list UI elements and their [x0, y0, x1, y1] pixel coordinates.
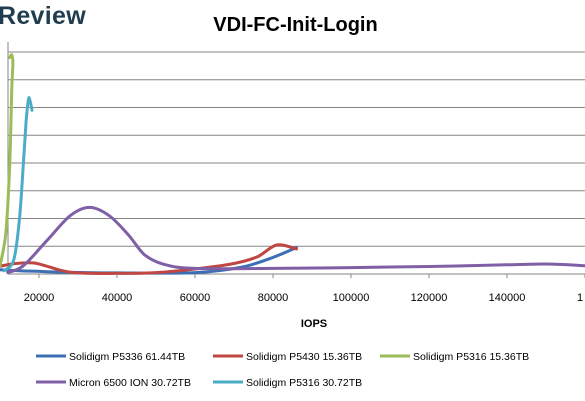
gridlines	[8, 51, 585, 247]
x-tick-labels: 20000 40000 60000 80000 100000 120000 140000 1	[24, 274, 585, 304]
chart-title: VDI-FC-Init-Login	[213, 14, 378, 36]
legend-entry: Solidigm P5316 15.36TB	[413, 351, 529, 363]
x-tick-label: 20000	[24, 292, 55, 304]
legend-entry: Solidigm P5336 61.44TB	[69, 351, 185, 363]
axes	[7, 42, 585, 275]
legend-entry: Solidigm P5430 15.36TB	[246, 351, 362, 363]
x-axis-label: IOPS	[301, 318, 327, 330]
x-tick-label: 120000	[411, 292, 448, 304]
x-tick-label: 40000	[102, 292, 133, 304]
series-lines	[0, 53, 585, 275]
brand-logo-text: Review	[0, 2, 86, 30]
legend: Solidigm P5336 61.44TB Solidigm P5430 15.…	[36, 351, 529, 389]
x-tick-label: 60000	[180, 292, 211, 304]
x-tick-label: 1	[577, 292, 583, 304]
x-tick-label: 140000	[489, 292, 526, 304]
x-tick-label: 80000	[258, 292, 289, 304]
series-line-3	[0, 53, 15, 268]
legend-entry: Micron 6500 ION 30.72TB	[69, 377, 191, 389]
series-line-2	[0, 243, 298, 275]
x-tick-label: 100000	[333, 292, 370, 304]
series-line-4	[6, 205, 585, 275]
series-line-5	[2, 96, 34, 273]
legend-entry: Solidigm P5316 30.72TB	[246, 377, 362, 389]
